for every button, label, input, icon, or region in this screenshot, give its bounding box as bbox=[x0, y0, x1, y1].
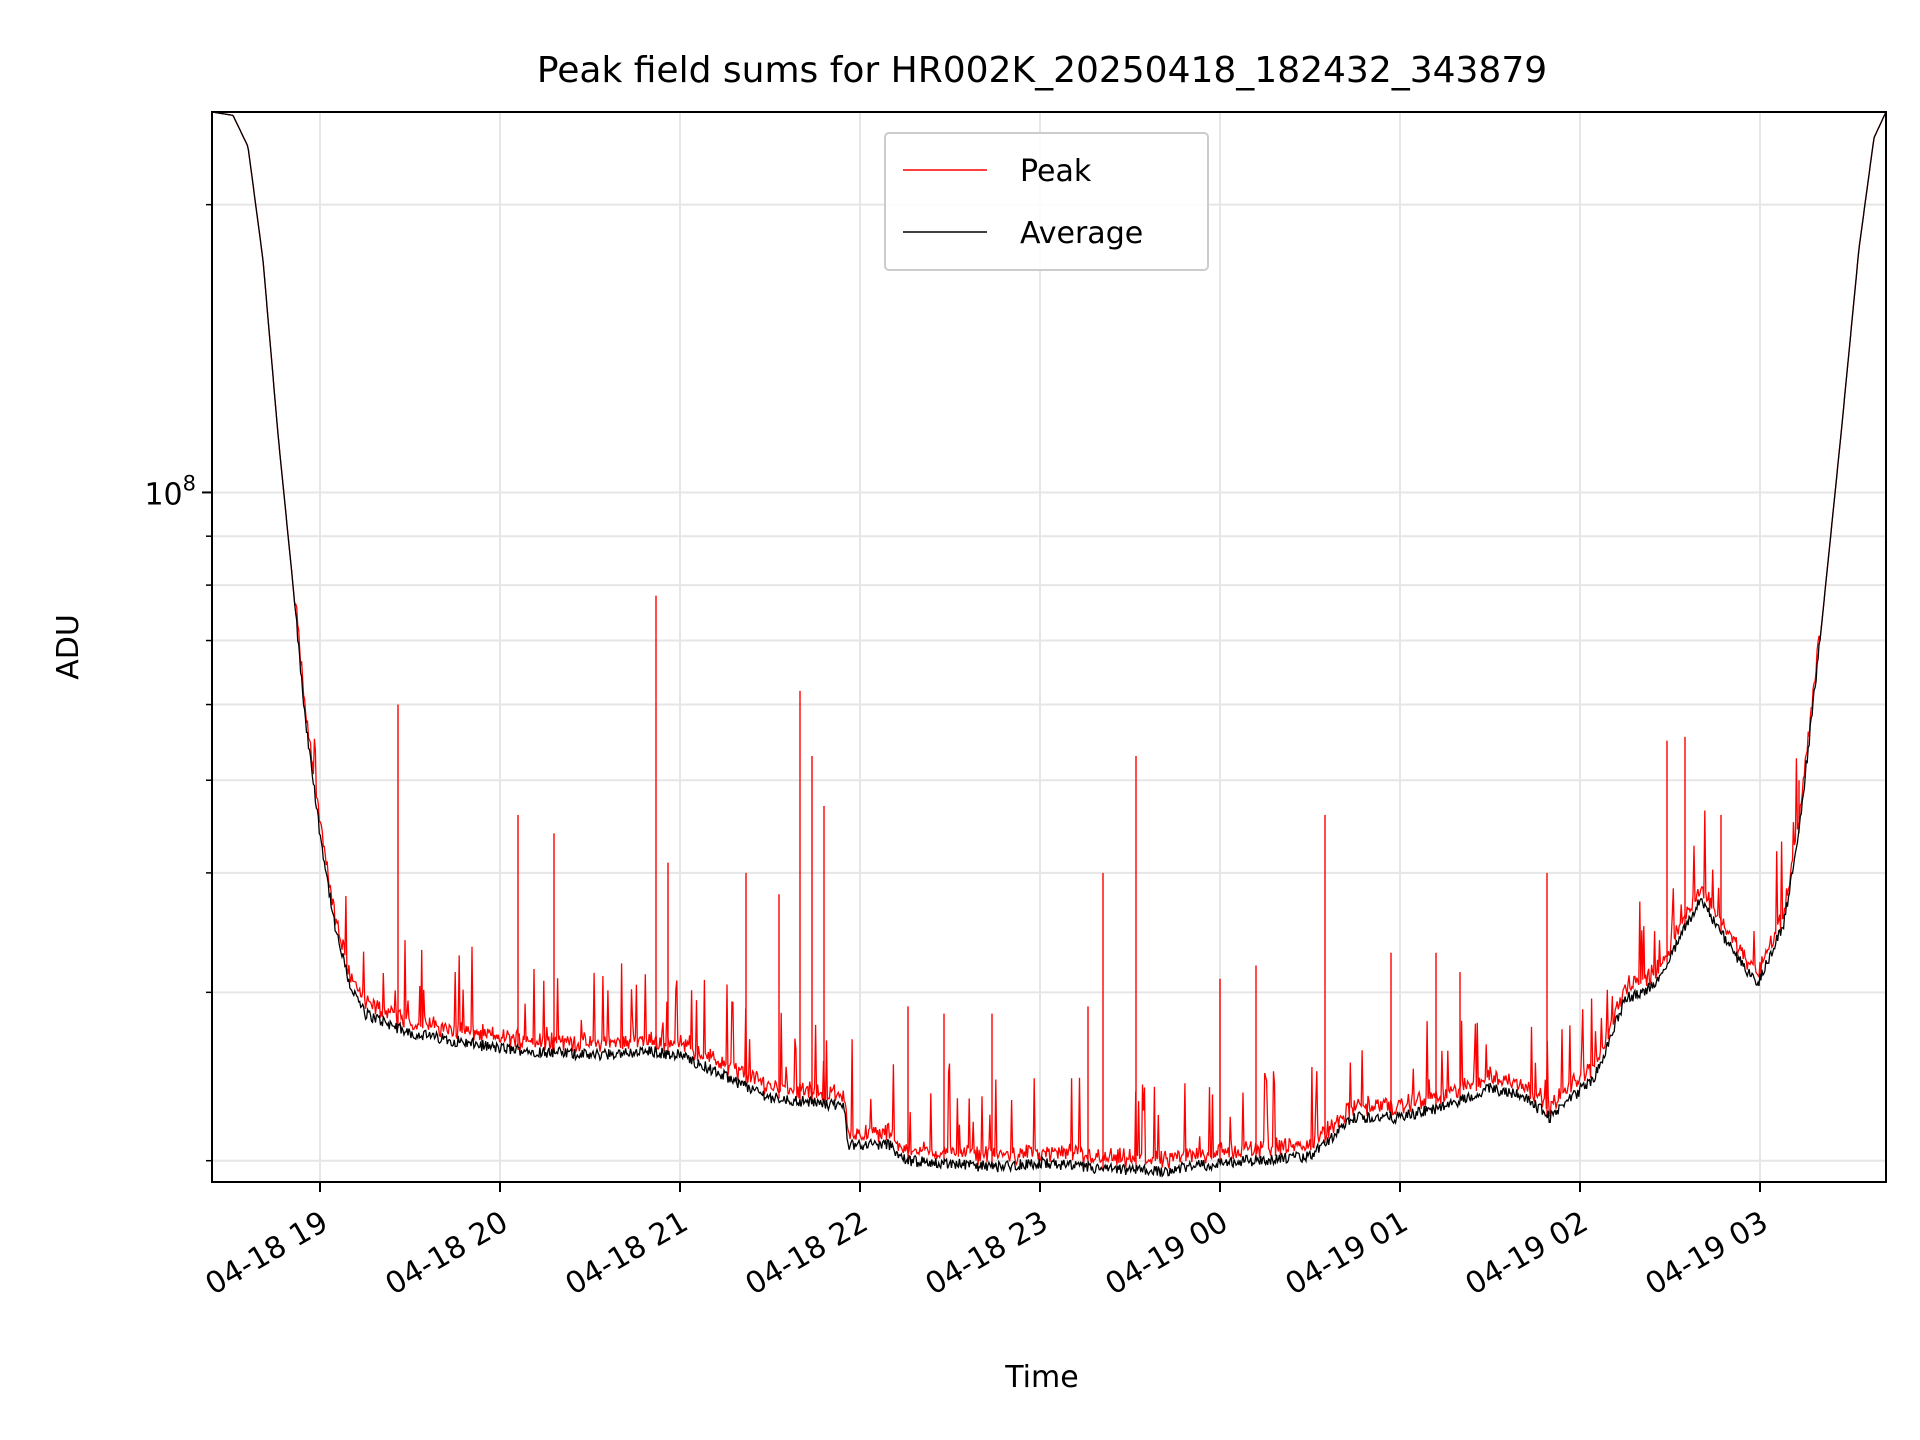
y-tick-label: 108 bbox=[144, 471, 196, 512]
legend-label-peak: Peak bbox=[1020, 154, 1092, 189]
plot-area-frame bbox=[211, 111, 1887, 1183]
legend-box bbox=[884, 132, 1209, 271]
y-tick-label-exponent: 8 bbox=[183, 471, 196, 495]
legend-label-average: Average bbox=[1020, 216, 1143, 251]
legend: Peak Average bbox=[884, 132, 1209, 271]
chart-title: Peak field sums for HR002K_20250418_1824… bbox=[537, 50, 1547, 91]
plot-series bbox=[211, 111, 1887, 1178]
y-axis: 108 bbox=[144, 203, 212, 1162]
series-peak-line bbox=[211, 111, 1887, 1169]
series-average-line bbox=[211, 111, 1887, 1178]
x-axis-label: Time bbox=[1004, 1360, 1078, 1395]
y-axis-label: ADU bbox=[51, 614, 86, 680]
y-tick-label-base: 10 bbox=[144, 477, 182, 512]
